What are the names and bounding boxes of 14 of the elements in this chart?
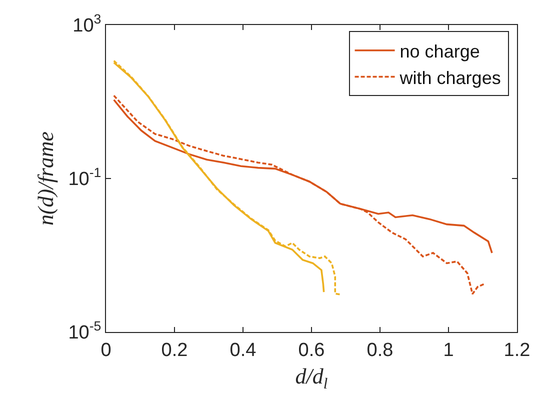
x-tick-label: 1 [443, 340, 454, 361]
y-tick-label: 10$^{3}$ [72, 12, 102, 37]
legend-label: no charge [400, 41, 480, 62]
x-tick-label: 0.6 [298, 340, 325, 361]
x-tick-label: 0.8 [366, 340, 394, 361]
x-tick-label: 0.4 [230, 340, 257, 361]
x-tick-label: 1.2 [504, 340, 530, 361]
x-axis-title: d/d$_{l}$ [295, 364, 328, 392]
y-tick-label: 10$^{-1}$ [68, 165, 102, 190]
x-tick-label: 0 [100, 340, 112, 361]
legend-label: with charges [398, 68, 501, 88]
x-tick-label: 0.2 [161, 340, 188, 361]
y-tick-label: 10$^{-5}$ [68, 318, 102, 344]
y-axis-title: n(d)/frame [33, 131, 58, 226]
